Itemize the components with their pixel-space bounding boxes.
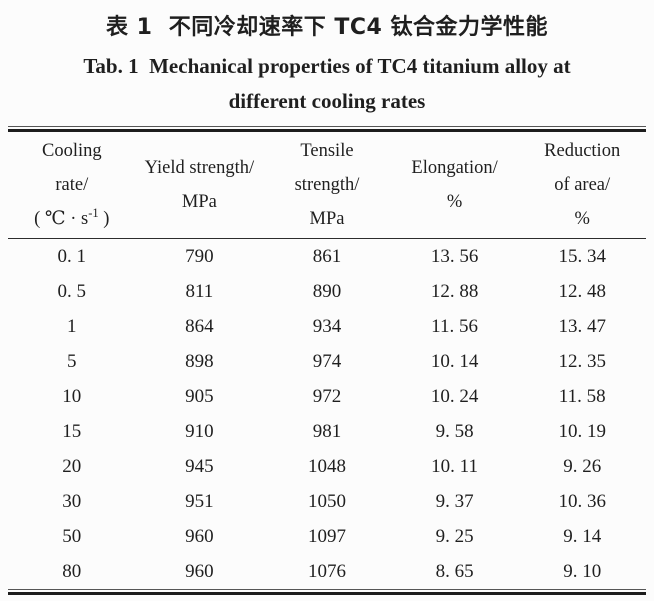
tensile-strength-cell: 972	[312, 385, 342, 407]
cooling-rate-cell: 5	[67, 350, 77, 372]
mechanical-properties-table: Cooling rate/ ( ℃ · s-1 ) Yield strength…	[8, 132, 646, 589]
header-line: Elongation/	[411, 158, 498, 178]
header-line: Reduction	[544, 141, 621, 161]
cooling-rate-cell: 30	[62, 490, 82, 512]
elongation-cell: 10. 24	[430, 385, 479, 407]
elongation-cell: 11. 56	[431, 315, 478, 337]
table-caption-english-line2: different cooling rates	[228, 89, 426, 113]
reduction-of-area-cell: 9. 10	[563, 560, 602, 582]
header-row: Cooling rate/ ( ℃ · s-1 ) Yield strength…	[8, 132, 646, 239]
tensile-strength-cell: 981	[312, 420, 342, 442]
unit-superscript: -1	[88, 205, 99, 220]
reduction-of-area-cell: 9. 26	[563, 455, 602, 477]
yield-strength-cell: 910	[185, 420, 214, 442]
reduction-of-area-cell: 9. 14	[563, 525, 602, 547]
unit-prefix: ( ℃ · s	[34, 209, 89, 229]
tensile-strength-cell: 890	[312, 280, 342, 302]
table-row: 20 945 1048 10. 11 9. 26	[8, 449, 646, 484]
elongation-cell: 12. 88	[430, 280, 479, 302]
elongation-cell: 8. 65	[435, 560, 474, 582]
reduction-of-area-cell: 13. 47	[558, 315, 606, 337]
cooling-rate-cell: 1	[67, 315, 77, 337]
yield-strength-cell: 898	[185, 350, 214, 372]
table-header: Cooling rate/ ( ℃ · s-1 ) Yield strength…	[8, 132, 646, 239]
table-caption-chinese: 表 1 不同冷却速率下 TC4 钛合金力学性能	[105, 15, 549, 40]
tensile-strength-cell: 1097	[307, 525, 346, 547]
cooling-rate-cell: 50	[62, 525, 82, 547]
elongation-cell: 10. 11	[431, 455, 478, 477]
cooling-rate-cell: 10	[62, 385, 82, 407]
elongation-cell: 9. 25	[435, 525, 474, 547]
tensile-strength-cell: 974	[312, 350, 342, 372]
header-line: MPa	[309, 209, 345, 229]
reduction-of-area-cell: 12. 48	[558, 280, 606, 302]
yield-strength-cell: 864	[185, 315, 214, 337]
table-row: 0. 5 811 890 12. 88 12. 48	[8, 274, 646, 309]
header-yield-strength: Yield strength/ MPa	[135, 132, 264, 239]
reduction-of-area-cell: 10. 19	[558, 420, 606, 442]
table-row: 15 910 981 9. 58 10. 19	[8, 414, 646, 449]
table-body: 0. 1 790 861 13. 56 15. 34 0. 5 811 890 …	[8, 239, 646, 590]
table-row: 80 960 1076 8. 65 9. 10	[8, 554, 646, 589]
elongation-cell: 9. 37	[435, 490, 474, 512]
header-line-unit: ( ℃ · s-1 )	[8, 202, 136, 236]
reduction-of-area-cell: 12. 35	[558, 350, 606, 372]
header-line: rate/	[55, 175, 89, 195]
yield-strength-cell: 790	[185, 245, 214, 267]
tensile-strength-cell: 1050	[307, 490, 346, 512]
yield-strength-cell: 960	[185, 560, 214, 582]
elongation-cell: 13. 56	[430, 245, 479, 267]
unit-suffix: )	[98, 209, 110, 229]
header-reduction-of-area: Reduction of area/ %	[518, 132, 646, 239]
table-row: 1 864 934 11. 56 13. 47	[8, 309, 646, 344]
yield-strength-cell: 951	[185, 490, 214, 512]
header-line: Tensile	[300, 141, 354, 161]
table-row: 10 905 972 10. 24 11. 58	[8, 379, 646, 414]
tensile-strength-cell: 861	[312, 245, 342, 267]
header-line: %	[446, 192, 463, 212]
yield-strength-cell: 960	[185, 525, 214, 547]
table-outer-rules: Cooling rate/ ( ℃ · s-1 ) Yield strength…	[8, 126, 646, 595]
cooling-rate-cell: 20	[62, 455, 82, 477]
header-line: %	[574, 209, 590, 229]
reduction-of-area-cell: 10. 36	[558, 490, 606, 512]
cooling-rate-cell: 15	[62, 420, 82, 442]
tensile-strength-cell: 1076	[307, 560, 346, 582]
header-elongation: Elongation/ %	[390, 132, 519, 239]
header-line: MPa	[181, 192, 217, 212]
header-line: Cooling	[41, 141, 102, 161]
header-line: strength/	[294, 175, 360, 195]
cooling-rate-cell: 80	[62, 560, 82, 582]
table-row: 5 898 974 10. 14 12. 35	[8, 344, 646, 379]
table-row: 0. 1 790 861 13. 56 15. 34	[8, 239, 646, 275]
table-row: 50 960 1097 9. 25 9. 14	[8, 519, 646, 554]
table-caption-english-line1: Tab. 1 Mechanical properties of TC4 tita…	[83, 54, 571, 78]
header-line: of area/	[554, 175, 611, 195]
reduction-of-area-cell: 11. 58	[558, 385, 606, 407]
reduction-of-area-cell: 15. 34	[558, 245, 606, 267]
yield-strength-cell: 905	[185, 385, 214, 407]
yield-strength-cell: 945	[185, 455, 214, 477]
table-inner-rules: Cooling rate/ ( ℃ · s-1 ) Yield strength…	[8, 129, 646, 590]
cooling-rate-cell: 0. 5	[57, 280, 87, 302]
elongation-cell: 10. 14	[430, 350, 479, 372]
elongation-cell: 9. 58	[435, 420, 474, 442]
table-row: 30 951 1050 9. 37 10. 36	[8, 484, 646, 519]
cooling-rate-cell: 0. 1	[57, 245, 87, 267]
tensile-strength-cell: 1048	[307, 455, 346, 477]
tensile-strength-cell: 934	[312, 315, 342, 337]
yield-strength-cell: 811	[185, 280, 214, 302]
header-tensile-strength: Tensile strength/ MPa	[263, 132, 391, 239]
header-cooling-rate: Cooling rate/ ( ℃ · s-1 )	[8, 132, 136, 239]
header-line: Yield strength/	[144, 158, 255, 178]
